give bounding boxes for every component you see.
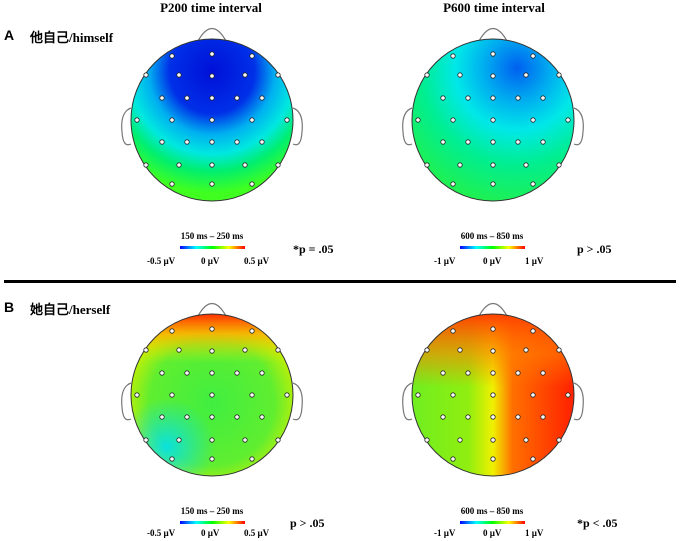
topomap-a-p200 (121, 27, 303, 202)
stat-b-p600: *p < .05 (577, 516, 618, 530)
topomap-a-p600 (402, 27, 584, 202)
topomap-b-p200 (121, 302, 303, 477)
colorbar-b-p600-min: -1 µV (434, 528, 456, 538)
stat-a-p200: *p = .05 (293, 242, 334, 256)
colorbar-a-p200 (180, 246, 245, 249)
colorbar-a-p200-min: -0.5 µV (147, 256, 176, 266)
colorbar-a-p600-max: 1 µV (525, 256, 544, 266)
panel-b-label: 她自己/herself (30, 302, 111, 317)
colorbar-b-p200-min: -0.5 µV (147, 528, 176, 538)
colorbar-b-p200-mid: 0 µV (201, 528, 220, 538)
colorbar-a-p600-min: -1 µV (434, 256, 456, 266)
colorbar-a-p600 (460, 246, 525, 249)
colorbar-a-p600-mid: 0 µV (483, 256, 502, 266)
panel-a-label: 他自己/himself (30, 30, 114, 45)
range-a-p200: 150 ms – 250 ms (180, 231, 244, 241)
colorbar-b-p600 (460, 521, 525, 524)
colorbar-b-p200-max: 0.5 µV (244, 528, 270, 538)
range-b-p200: 150 ms – 250 ms (180, 506, 244, 516)
stat-b-p200: p > .05 (290, 516, 325, 530)
panel-a-letter: A (4, 27, 15, 43)
panel-divider (4, 280, 676, 283)
colorbar-b-p600-mid: 0 µV (483, 528, 502, 538)
colorbar-b-p600-max: 1 µV (525, 528, 544, 538)
stat-a-p600: p > .05 (577, 242, 612, 256)
topomap-b-p600 (402, 302, 584, 477)
range-a-p600: 600 ms – 850 ms (460, 231, 524, 241)
panel-b-letter: B (4, 299, 15, 315)
colorbar-a-p200-max: 0.5 µV (244, 256, 270, 266)
range-b-p600: 600 ms – 850 ms (460, 506, 524, 516)
colorbar-a-p200-mid: 0 µV (201, 256, 220, 266)
column-title-p600: P600 time interval (443, 0, 545, 15)
colorbar-b-p200 (180, 521, 245, 524)
column-title-p200: P200 time interval (160, 0, 262, 15)
